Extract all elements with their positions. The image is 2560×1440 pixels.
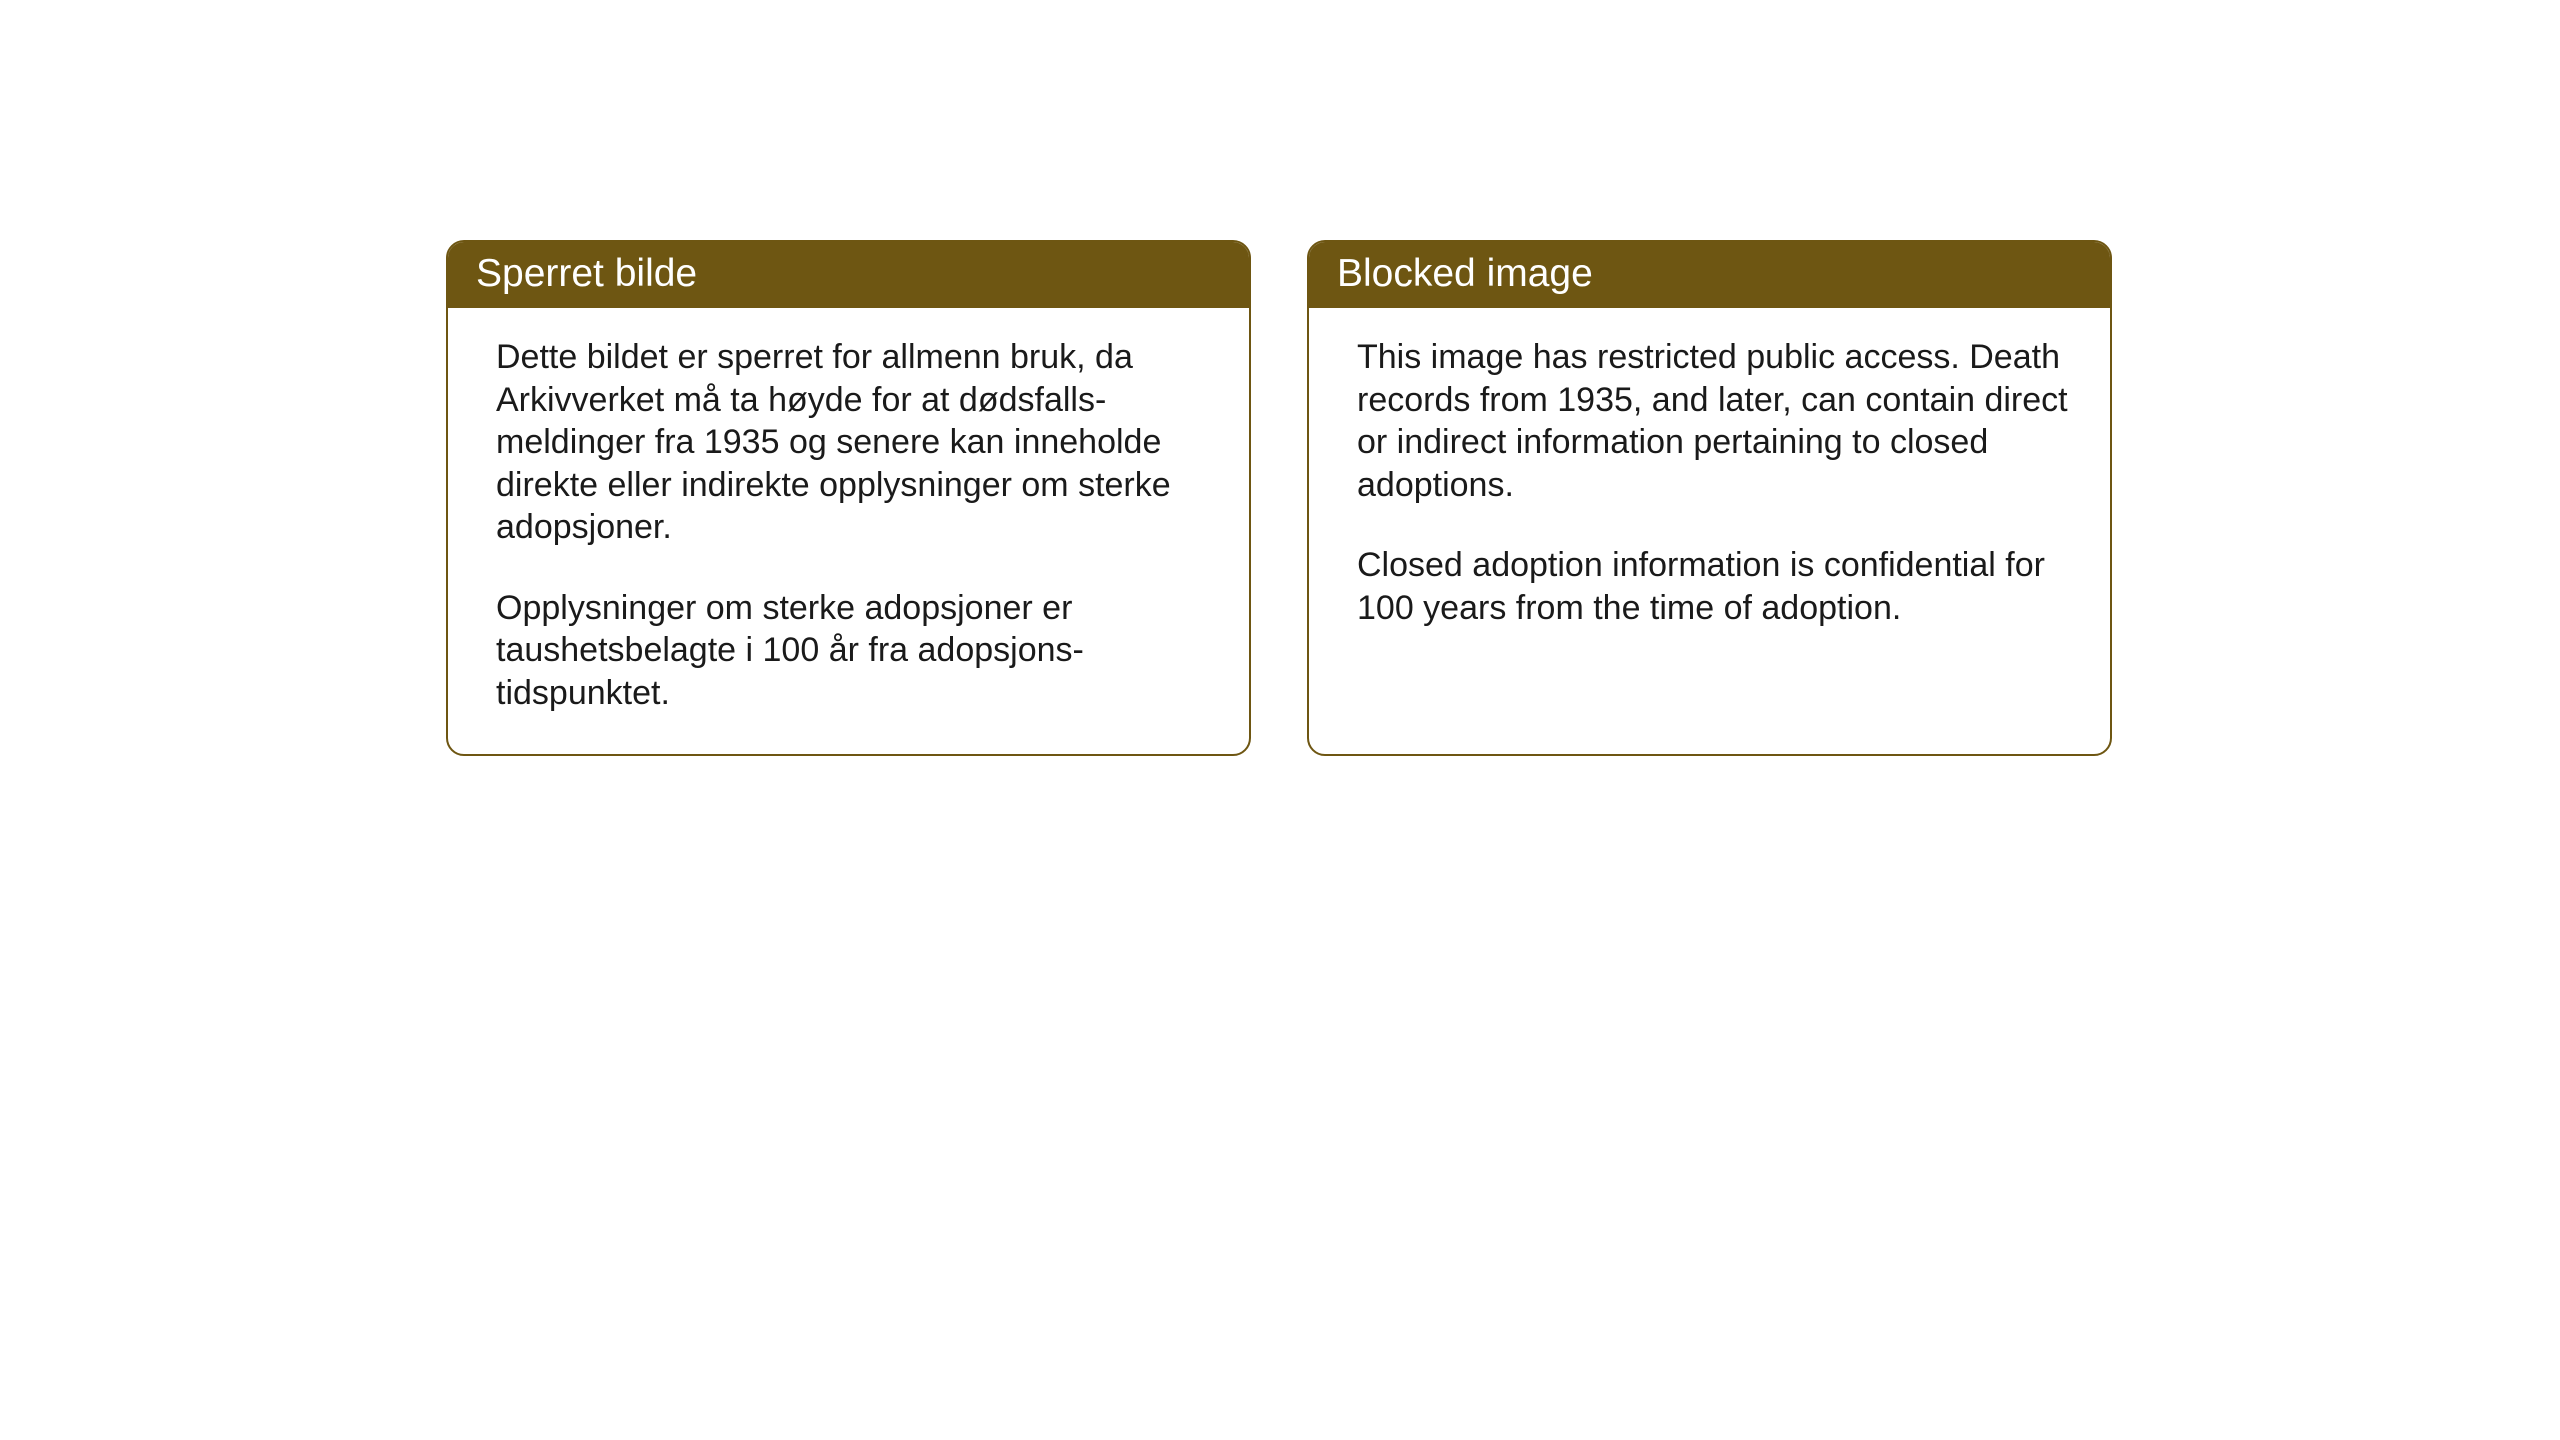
notice-container: Sperret bilde Dette bildet er sperret fo… (446, 240, 2112, 756)
card-header-norwegian: Sperret bilde (448, 242, 1249, 308)
card-body-norwegian: Dette bildet er sperret for allmenn bruk… (448, 308, 1249, 754)
notice-card-norwegian: Sperret bilde Dette bildet er sperret fo… (446, 240, 1251, 756)
notice-card-english: Blocked image This image has restricted … (1307, 240, 2112, 756)
card-title-english: Blocked image (1337, 252, 1593, 295)
card-paragraph-norwegian-1: Dette bildet er sperret for allmenn bruk… (496, 336, 1207, 549)
card-paragraph-english-2: Closed adoption information is confident… (1357, 544, 2068, 629)
card-title-norwegian: Sperret bilde (476, 252, 697, 295)
card-paragraph-english-1: This image has restricted public access.… (1357, 336, 2068, 506)
card-body-english: This image has restricted public access.… (1309, 308, 2110, 738)
card-paragraph-norwegian-2: Opplysninger om sterke adopsjoner er tau… (496, 587, 1207, 715)
card-header-english: Blocked image (1309, 242, 2110, 308)
